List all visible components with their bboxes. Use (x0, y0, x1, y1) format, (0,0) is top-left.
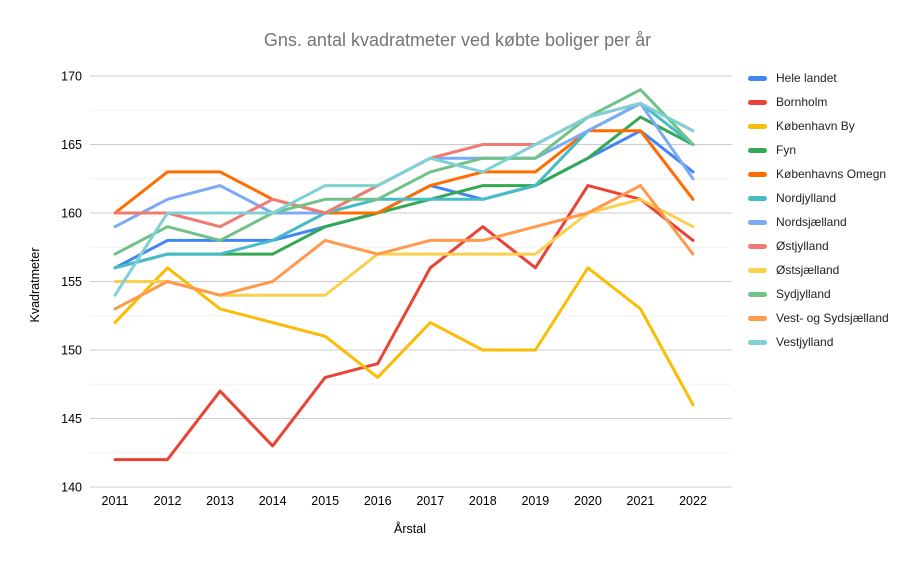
x-tick-label: 2012 (154, 494, 182, 508)
legend-swatch (748, 267, 767, 273)
legend-item-k-benhavns-omegn[interactable]: Københavns Omegn (748, 162, 889, 186)
series-line-vest-og-sydsj-lland[interactable] (113, 184, 695, 311)
chart-title: Gns. antal kvadratmeter ved købte bolige… (263, 30, 652, 50)
legend-item-k-benhavn-by[interactable]: København By (748, 114, 889, 138)
y-tick-label: 140 (61, 481, 82, 495)
legend-item-hele-landet[interactable]: Hele landet (748, 66, 889, 90)
x-tick-label: 2013 (206, 494, 234, 508)
legend-label: Hele landet (776, 71, 837, 85)
legend-swatch (748, 219, 767, 225)
y-tick-label: 160 (61, 207, 82, 221)
series-line-fyn[interactable] (113, 115, 695, 270)
legend-label: Østsjælland (776, 263, 840, 277)
legend-item-bornholm[interactable]: Bornholm (748, 90, 889, 114)
y-axis-title: Kvadratmeter (28, 247, 42, 322)
series-line-sydjylland[interactable] (113, 88, 695, 256)
legend-label: Sydjylland (776, 287, 831, 301)
legend-label: Bornholm (776, 95, 828, 109)
legend-swatch (748, 123, 767, 129)
legend-item-stjylland[interactable]: Østjylland (748, 234, 889, 258)
series-line-bornholm[interactable] (113, 184, 695, 462)
x-tick-label: 2016 (364, 494, 392, 508)
legend-swatch (748, 195, 767, 201)
x-tick-label: 2019 (521, 494, 549, 508)
legend-label: Københavns Omegn (776, 167, 887, 181)
legend-item-vestjylland[interactable]: Vestjylland (748, 330, 889, 354)
y-tick-label: 165 (61, 138, 82, 152)
x-axis-title: Årstal (394, 521, 426, 536)
legend-swatch (748, 147, 767, 153)
legend-label: Vest- og Sydsjælland (776, 311, 889, 325)
legend-item-sydjylland[interactable]: Sydjylland (748, 282, 889, 306)
x-tick-label: 2011 (102, 494, 129, 508)
legend-swatch (748, 171, 767, 177)
legend-item-nordjylland[interactable]: Nordjylland (748, 186, 889, 210)
legend: Hele landet Bornholm København By Fyn Københ… (748, 66, 889, 354)
x-tick-label: 2020 (574, 494, 602, 508)
x-tick-label: 2017 (416, 494, 444, 508)
legend-swatch (748, 339, 767, 345)
series-line-vestjylland[interactable] (113, 101, 695, 297)
legend-swatch (748, 291, 767, 297)
legend-item-nordsj-lland[interactable]: Nordsjælland (748, 210, 889, 234)
y-tick-label: 170 (61, 70, 82, 84)
x-tick-label: 2018 (469, 494, 497, 508)
y-tick-label: 155 (61, 275, 82, 289)
series-line-k-benhavn-by[interactable] (113, 266, 695, 407)
legend-label: Vestjylland (776, 335, 834, 349)
legend-label: Nordsjælland (776, 215, 847, 229)
x-tick-label: 2021 (627, 494, 655, 508)
legend-item-stsj-lland[interactable]: Østsjælland (748, 258, 889, 282)
x-tick-label: 2022 (679, 494, 707, 508)
y-tick-label: 150 (61, 344, 82, 358)
legend-label: København By (776, 119, 855, 133)
x-tick-label: 2014 (259, 494, 287, 508)
legend-swatch (748, 315, 767, 321)
legend-label: Fyn (776, 143, 797, 157)
legend-swatch (748, 99, 767, 105)
legend-item-vest-og-sydsj-lland[interactable]: Vest- og Sydsjælland (748, 306, 889, 330)
y-tick-label: 145 (61, 412, 82, 426)
x-tick-label: 2015 (311, 494, 339, 508)
legend-label: Østjylland (776, 239, 829, 253)
legend-swatch (748, 75, 767, 81)
legend-swatch (748, 243, 767, 249)
legend-label: Nordjylland (776, 191, 837, 205)
legend-item-fyn[interactable]: Fyn (748, 138, 889, 162)
